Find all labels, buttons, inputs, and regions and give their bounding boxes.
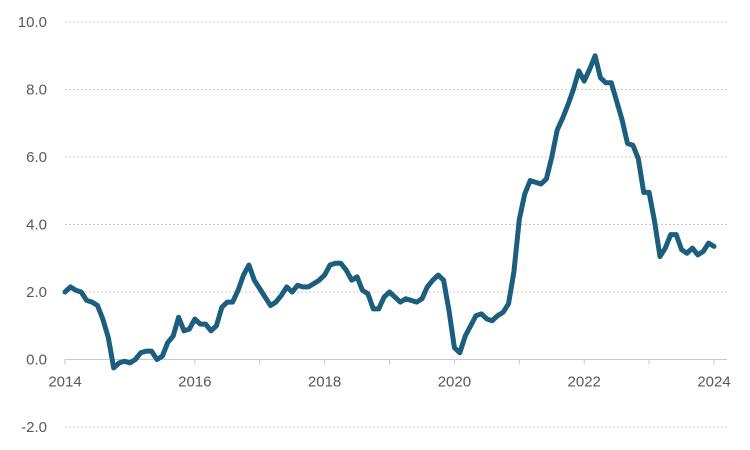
x-tick-label: 2024 [697, 374, 730, 391]
x-tick-label: 2018 [308, 374, 341, 391]
y-tick-label: 8.0 [26, 82, 47, 99]
y-tick-label: 4.0 [26, 217, 47, 234]
y-tick-label: 6.0 [26, 149, 47, 166]
x-tick-label: 2014 [48, 374, 81, 391]
gridlines [65, 21, 727, 428]
y-tick-label: 10.0 [18, 14, 47, 31]
series-layer [62, 53, 717, 371]
x-axis [64, 359, 727, 365]
series-line [62, 53, 717, 371]
y-tick-label: 2.0 [26, 284, 47, 301]
x-tick-label: 2020 [438, 374, 471, 391]
x-tick-label: 2016 [178, 374, 211, 391]
tick-labels: -2.0 0.0 2.0 4.0 6.0 8.0 10.0 2014 2016 2018 2020 2… [18, 14, 731, 436]
x-tick-label: 2022 [568, 374, 601, 391]
y-tick-label: -2.0 [21, 419, 47, 436]
y-tick-label: 0.0 [26, 352, 47, 369]
